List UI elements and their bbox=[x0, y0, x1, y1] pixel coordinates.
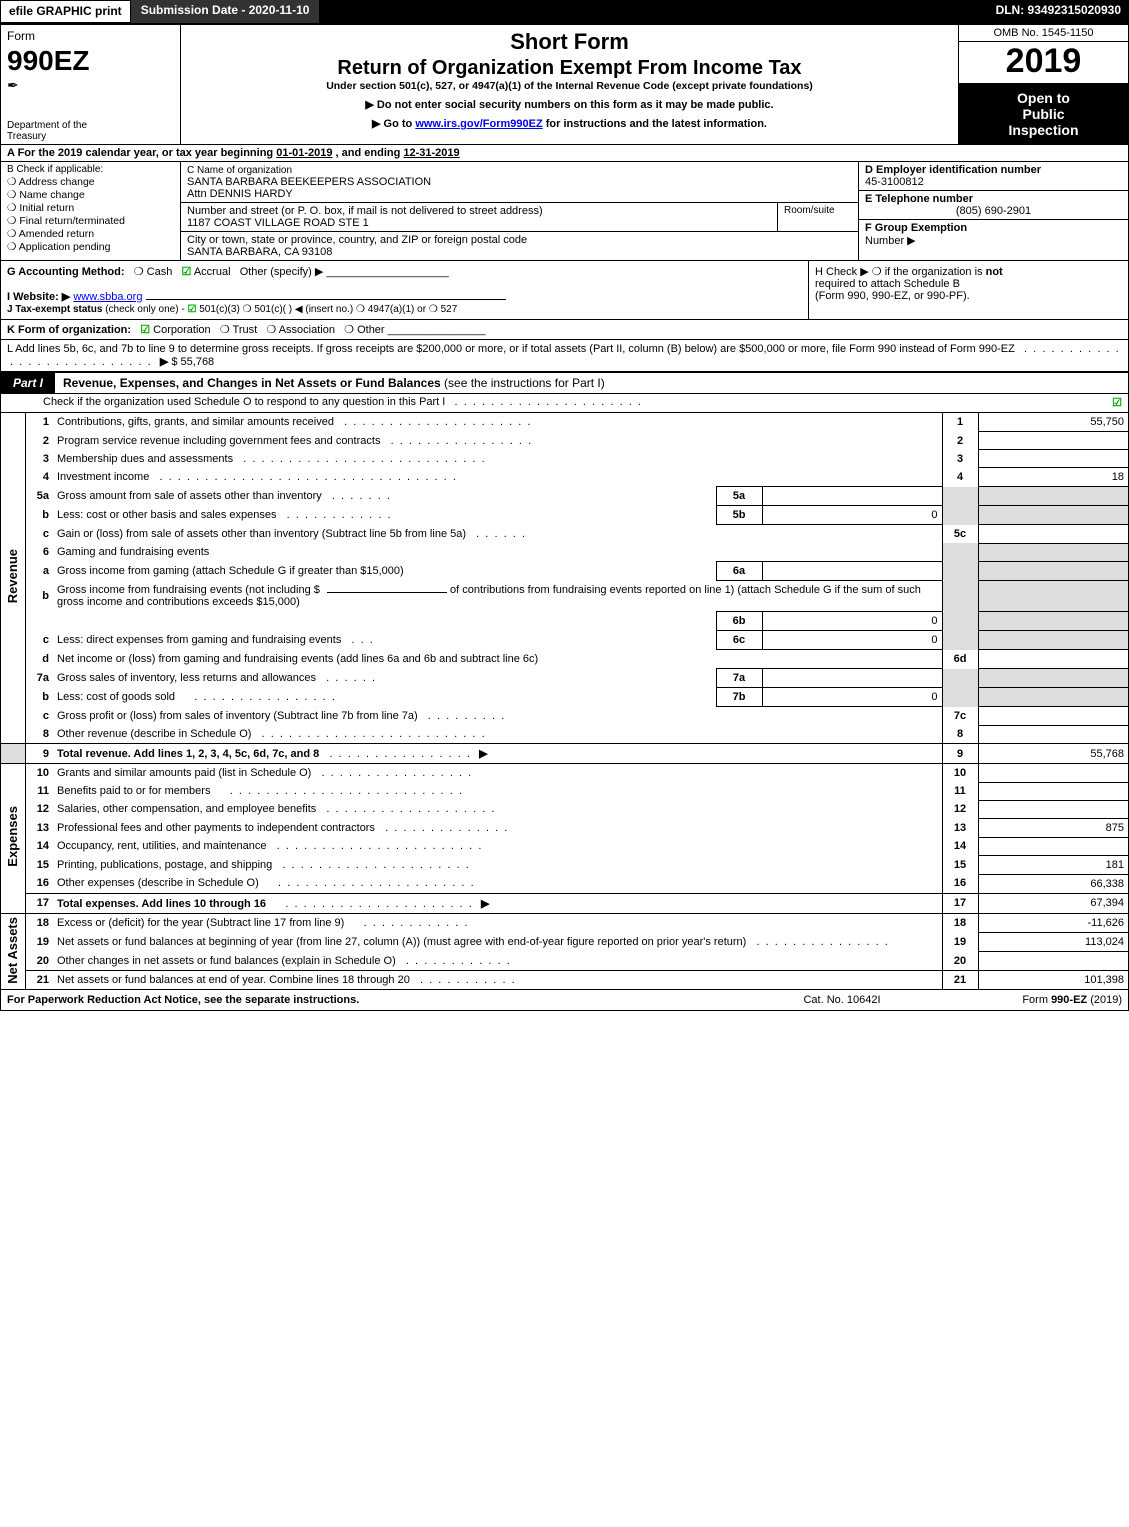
sidebar-net-assets: Net Assets bbox=[1, 913, 25, 989]
ssn-warning: ▶ Do not enter social security numbers o… bbox=[191, 98, 948, 111]
city-label: City or town, state or province, country… bbox=[187, 234, 527, 246]
amt-line21: 101,398 bbox=[978, 970, 1128, 989]
form-number: 990EZ bbox=[7, 45, 90, 77]
dept-line1: Department of the bbox=[7, 120, 87, 131]
chk-schedule-o-used[interactable]: ☑ bbox=[1112, 396, 1122, 409]
sidebar-revenue: Revenue bbox=[1, 413, 25, 744]
goto-line: ▶ Go to www.irs.gov/Form990EZ for instru… bbox=[191, 117, 948, 130]
line-l: L Add lines 5b, 6c, and 7b to line 9 to … bbox=[1, 340, 1128, 372]
amt-line17: 67,394 bbox=[978, 893, 1128, 913]
part1-checkline: Check if the organization used Schedule … bbox=[1, 394, 1128, 413]
street-value: 1187 COAST VILLAGE ROAD STE 1 bbox=[187, 217, 369, 229]
box-g: G Accounting Method: ❍ Cash ☑ Accrual Ot… bbox=[1, 261, 808, 319]
amt-line4: 18 bbox=[978, 468, 1128, 487]
chk-initial-return[interactable]: ❍ Initial return bbox=[7, 202, 174, 214]
chk-other-org[interactable]: ❍ bbox=[344, 324, 354, 336]
val-7b: 0 bbox=[762, 688, 942, 707]
header-center: Short Form Return of Organization Exempt… bbox=[181, 25, 958, 144]
d-label: D Employer identification number bbox=[865, 164, 1041, 176]
omb-number: OMB No. 1545-1150 bbox=[959, 25, 1128, 42]
val-6b: 0 bbox=[762, 612, 942, 631]
form-header: Form 990EZ ✒ Department of the Treasury … bbox=[1, 25, 1128, 145]
header-left: Form 990EZ ✒ Department of the Treasury bbox=[1, 25, 181, 144]
chk-4947[interactable]: ❍ bbox=[356, 304, 365, 315]
goto-link[interactable]: www.irs.gov/Form990EZ bbox=[415, 118, 542, 130]
val-6c: 0 bbox=[762, 631, 942, 650]
open-to-public: Open to Public Inspection bbox=[959, 84, 1128, 144]
f-label: F Group Exemption bbox=[865, 222, 967, 234]
part1-title: Revenue, Expenses, and Changes in Net As… bbox=[63, 376, 441, 390]
attn-line: Attn DENNIS HARDY bbox=[187, 188, 293, 200]
efile-chip[interactable]: efile GRAPHIC print bbox=[0, 0, 131, 23]
room-label: Room/suite bbox=[778, 203, 858, 232]
f-label2: Number ▶ bbox=[865, 235, 916, 247]
form-footer: Form 990-EZ (2019) bbox=[942, 994, 1122, 1006]
submission-date-chip: Submission Date - 2020-11-10 bbox=[131, 0, 320, 23]
amt-line9: 55,768 bbox=[978, 744, 1128, 764]
amt-line15: 181 bbox=[978, 855, 1128, 874]
street-label: Number and street (or P. O. box, if mail… bbox=[187, 205, 543, 217]
chk-final-return[interactable]: ❍ Final return/terminated bbox=[7, 215, 174, 227]
dln-label: DLN: 93492315020930 bbox=[988, 0, 1129, 23]
box-def: D Employer identification number 45-3100… bbox=[858, 162, 1128, 260]
sidebar-expenses: Expenses bbox=[1, 764, 25, 914]
under-section: Under section 501(c), 527, or 4947(a)(1)… bbox=[191, 80, 948, 92]
part1-tag: Part I bbox=[1, 373, 55, 393]
return-title: Return of Organization Exempt From Incom… bbox=[191, 57, 948, 80]
dept-line2: Treasury bbox=[7, 131, 46, 142]
e-phone: (805) 690-2901 bbox=[865, 205, 1122, 217]
amt-line19: 113,024 bbox=[978, 932, 1128, 951]
amt-line1: 55,750 bbox=[978, 413, 1128, 432]
box-c: C Name of organization SANTA BARBARA BEE… bbox=[181, 162, 858, 260]
goto-post: for instructions and the latest informat… bbox=[543, 118, 767, 130]
chk-name-change[interactable]: ❍ Name change bbox=[7, 189, 174, 201]
box-h: H Check ▶ ❍ if the organization is not r… bbox=[808, 261, 1128, 319]
chk-trust[interactable]: ❍ bbox=[220, 324, 230, 336]
e-label: E Telephone number bbox=[865, 193, 973, 205]
box-b-label: B Check if applicable: bbox=[7, 164, 174, 175]
chk-527[interactable]: ❍ bbox=[429, 304, 438, 315]
amt-line18: -11,626 bbox=[978, 913, 1128, 932]
radio-cash[interactable]: ❍ bbox=[134, 266, 144, 278]
top-bar: efile GRAPHIC print Submission Date - 20… bbox=[0, 0, 1129, 24]
line-k: K Form of organization: ☑ Corporation ❍ … bbox=[1, 320, 1128, 340]
form-word: Form bbox=[7, 29, 35, 43]
chk-schedule-b[interactable]: ❍ bbox=[872, 266, 882, 278]
amt-line13: 875 bbox=[978, 818, 1128, 837]
bc-def-panel: B Check if applicable: ❍ Address change … bbox=[1, 162, 1128, 261]
chk-corporation[interactable]: ☑ bbox=[140, 324, 150, 336]
chk-amended-return[interactable]: ❍ Amended return bbox=[7, 228, 174, 240]
website-link[interactable]: www.sbba.org bbox=[73, 291, 142, 303]
i-label: I Website: ▶ bbox=[7, 291, 70, 303]
line-a: A For the 2019 calendar year, or tax yea… bbox=[1, 145, 1128, 162]
c-label: C Name of organization bbox=[187, 165, 292, 176]
chk-application-pending[interactable]: ❍ Application pending bbox=[7, 241, 174, 253]
gh-row: G Accounting Method: ❍ Cash ☑ Accrual Ot… bbox=[1, 261, 1128, 320]
radio-accrual[interactable]: ☑ bbox=[182, 266, 192, 278]
chk-address-change[interactable]: ❍ Address change bbox=[7, 176, 174, 188]
chk-501c[interactable]: ❍ bbox=[243, 304, 252, 315]
amt-line16: 66,338 bbox=[978, 874, 1128, 893]
val-5b: 0 bbox=[762, 506, 942, 525]
chk-501c3[interactable]: ☑ bbox=[187, 304, 196, 315]
page-footer: For Paperwork Reduction Act Notice, see … bbox=[1, 989, 1128, 1010]
part1-grid: Revenue 1 Contributions, gifts, grants, … bbox=[1, 413, 1128, 989]
chk-association[interactable]: ❍ bbox=[266, 324, 276, 336]
part1-header: Part I Revenue, Expenses, and Changes in… bbox=[1, 372, 1128, 394]
goto-pre: ▶ Go to bbox=[372, 118, 415, 130]
d-ein: 45-3100812 bbox=[865, 176, 924, 188]
paperwork-notice: For Paperwork Reduction Act Notice, see … bbox=[7, 994, 742, 1006]
box-b: B Check if applicable: ❍ Address change … bbox=[1, 162, 181, 260]
org-name: SANTA BARBARA BEEKEEPERS ASSOCIATION bbox=[187, 176, 431, 188]
city-value: SANTA BARBARA, CA 93108 bbox=[187, 246, 332, 258]
header-right: OMB No. 1545-1150 2019 Open to Public In… bbox=[958, 25, 1128, 144]
cat-no: Cat. No. 10642I bbox=[742, 994, 942, 1006]
tax-year: 2019 bbox=[959, 42, 1128, 84]
short-form-title: Short Form bbox=[191, 29, 948, 55]
